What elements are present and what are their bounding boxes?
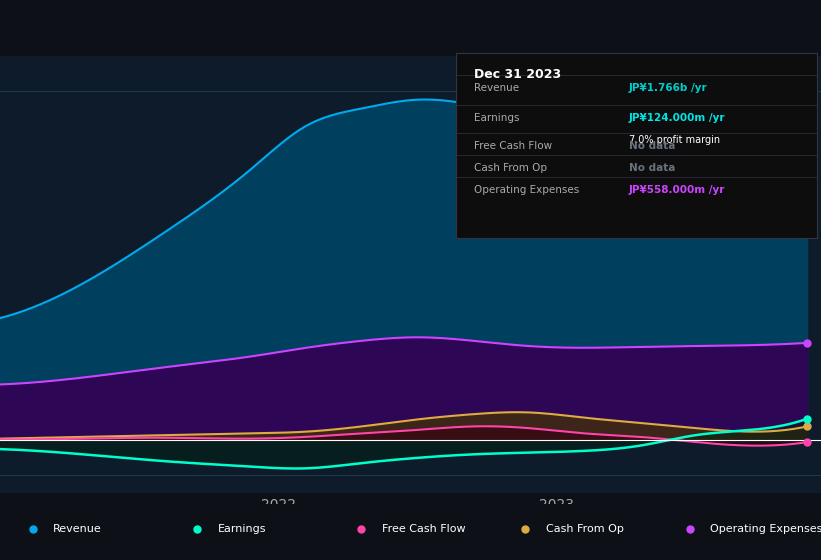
Text: Cash From Op: Cash From Op — [546, 524, 624, 534]
Text: Earnings: Earnings — [218, 524, 266, 534]
Text: Dec 31 2023: Dec 31 2023 — [474, 68, 561, 81]
Text: JP¥558.000m /yr: JP¥558.000m /yr — [629, 185, 726, 195]
Text: Operating Expenses: Operating Expenses — [474, 185, 579, 195]
Text: Free Cash Flow: Free Cash Flow — [474, 141, 552, 151]
Text: JP¥124.000m /yr: JP¥124.000m /yr — [629, 113, 726, 123]
Text: Revenue: Revenue — [53, 524, 102, 534]
Text: JP¥1.766b /yr: JP¥1.766b /yr — [629, 83, 708, 94]
Text: Operating Expenses: Operating Expenses — [710, 524, 821, 534]
Text: No data: No data — [629, 141, 676, 151]
Text: Revenue: Revenue — [474, 83, 519, 94]
Text: Earnings: Earnings — [474, 113, 519, 123]
Text: Cash From Op: Cash From Op — [474, 163, 547, 173]
Text: Free Cash Flow: Free Cash Flow — [382, 524, 466, 534]
Text: 7.0% profit margin: 7.0% profit margin — [629, 135, 720, 145]
Text: No data: No data — [629, 163, 676, 173]
